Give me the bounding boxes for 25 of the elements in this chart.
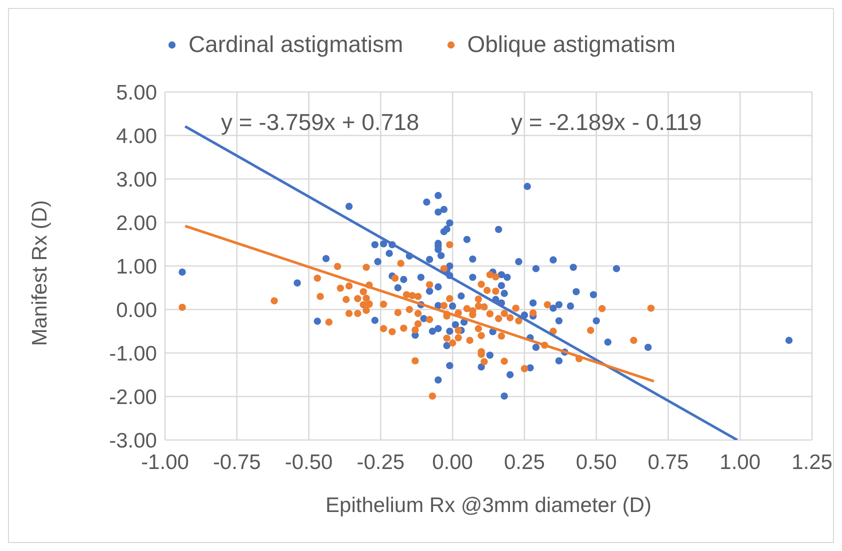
x-tick-label: 0.00 (432, 450, 473, 474)
annotation: y = -2.189x - 0.119 (511, 109, 702, 136)
y-tick-label: -2.00 (109, 386, 157, 409)
x-tick-label: 0.75 (648, 450, 689, 474)
x-tick-label: 0.25 (504, 450, 545, 474)
annotation: y = -3.759x + 0.718 (221, 109, 420, 136)
y-tick-label: 1.00 (116, 255, 157, 278)
y-tick-label: 4.00 (116, 124, 157, 148)
x-tick-label: -0.25 (356, 450, 405, 474)
x-tick-label: 1.00 (720, 450, 761, 474)
x-tick-label: -1.00 (141, 450, 189, 474)
y-tick-label: -3.00 (109, 429, 157, 452)
y-tick-label: 5.00 (116, 81, 157, 104)
x-tick-label: 0.50 (576, 450, 617, 474)
y-tick-label: 0.00 (116, 298, 157, 322)
x-tick-label: -0.50 (284, 450, 333, 474)
y-tick-label: -1.00 (109, 342, 157, 366)
x-tick-label: 1.25 (792, 450, 832, 474)
legend-label: Oblique astigmatism (467, 31, 676, 58)
y-tick-label: 2.00 (116, 212, 157, 235)
x-tick-label: -0.75 (212, 450, 261, 474)
x-axis-title: Epithelium Rx @3mm diameter (D) (326, 494, 652, 517)
y-tick-label: 3.00 (116, 168, 157, 192)
y-axis-title: Manifest Rx (D) (28, 200, 52, 346)
legend-label: Cardinal astigmatism (188, 31, 404, 58)
